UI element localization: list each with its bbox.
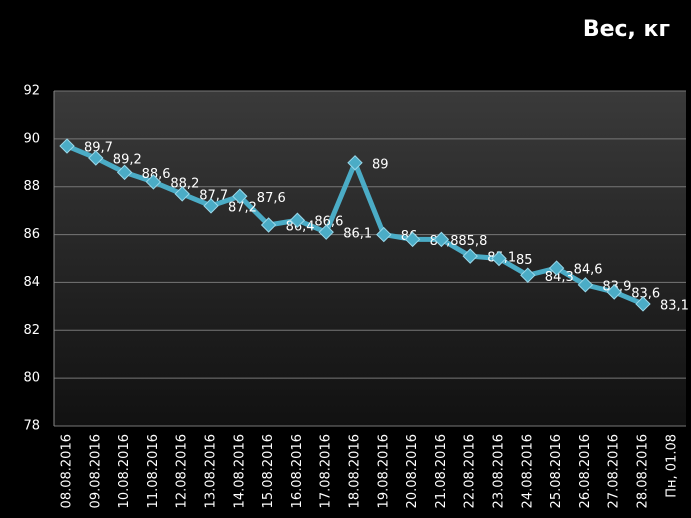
- x-tick-label: 12.08.2016: [175, 434, 190, 508]
- data-label: 84,3: [545, 270, 574, 285]
- marker: [433, 231, 450, 248]
- x-tick-label: 13.08.2016: [204, 434, 219, 508]
- x-tick-label: 10.08.2016: [117, 434, 132, 508]
- x-tick-label: 22.08.2016: [463, 434, 478, 508]
- marker: [635, 296, 651, 312]
- y-tick-label: 88: [23, 179, 40, 194]
- data-label: 85: [516, 253, 533, 268]
- x-tick-label: 27.08.2016: [607, 434, 622, 508]
- data-label: 86,1: [343, 227, 372, 242]
- data-label: 84,6: [574, 263, 603, 278]
- marker: [88, 150, 104, 166]
- x-tick-label: 16.08.2016: [290, 434, 305, 508]
- data-label: 88,6: [142, 167, 171, 182]
- marker: [376, 226, 392, 243]
- x-tick-label: 15.08.2016: [261, 434, 276, 508]
- x-tick-label: 20.08.2016: [405, 434, 420, 508]
- y-tick-label: 86: [23, 227, 40, 242]
- data-label: 86,6: [314, 215, 343, 230]
- marker: [404, 231, 421, 248]
- chart-title: Вес, кг: [583, 17, 670, 42]
- marker: [318, 224, 334, 240]
- x-tick-label: 24.08.2016: [520, 434, 535, 508]
- plot-area: [54, 91, 686, 426]
- data-label: 85,8: [458, 234, 487, 249]
- y-tick-label: 80: [23, 371, 40, 386]
- marker: [59, 138, 75, 154]
- x-tick-label: 28.08.2016: [636, 434, 651, 508]
- x-tick-label: 21.08.2016: [434, 434, 449, 508]
- y-tick-label: 78: [23, 419, 40, 434]
- x-tick-label: 14.08.2016: [232, 434, 247, 508]
- marker: [491, 250, 507, 267]
- data-label: 89: [372, 157, 389, 172]
- data-label: 83,1: [660, 298, 689, 313]
- x-tick-label: Пн, 01.08: [664, 434, 679, 498]
- marker: [289, 212, 306, 228]
- marker: [548, 260, 565, 276]
- data-label: 89,7: [84, 141, 113, 156]
- marker: [462, 248, 478, 264]
- marker: [577, 277, 594, 293]
- x-tick-label: 11.08.2016: [146, 434, 161, 508]
- x-tick-label: 25.08.2016: [549, 434, 564, 508]
- x-tick-label: 18.08.2016: [348, 434, 363, 508]
- marker: [203, 198, 219, 214]
- x-tick-label: 23.08.2016: [492, 434, 507, 508]
- x-tick-label: 09.08.2016: [88, 434, 103, 508]
- data-label: 83,6: [631, 287, 660, 302]
- data-label: 87,7: [199, 188, 228, 203]
- x-tick-label: 26.08.2016: [578, 434, 593, 508]
- data-label: 88,2: [170, 176, 199, 191]
- y-tick-label: 90: [23, 131, 40, 146]
- x-tick-label: 08.08.2016: [60, 434, 75, 508]
- marker: [145, 174, 162, 190]
- y-tick-label: 84: [23, 275, 40, 290]
- marker: [116, 164, 133, 181]
- x-tick-label: 17.08.2016: [319, 434, 334, 508]
- y-tick-label: 82: [23, 323, 40, 338]
- marker: [606, 284, 622, 300]
- marker: [347, 155, 363, 171]
- marker: [232, 188, 248, 204]
- data-label: 89,2: [113, 153, 142, 168]
- marker: [260, 217, 277, 233]
- data-label: 87,6: [257, 191, 286, 206]
- marker: [520, 267, 536, 283]
- marker: [174, 186, 190, 202]
- x-tick-label: 19.08.2016: [376, 434, 391, 508]
- data-label: 87,2: [228, 200, 257, 215]
- y-tick-label: 92: [23, 84, 40, 99]
